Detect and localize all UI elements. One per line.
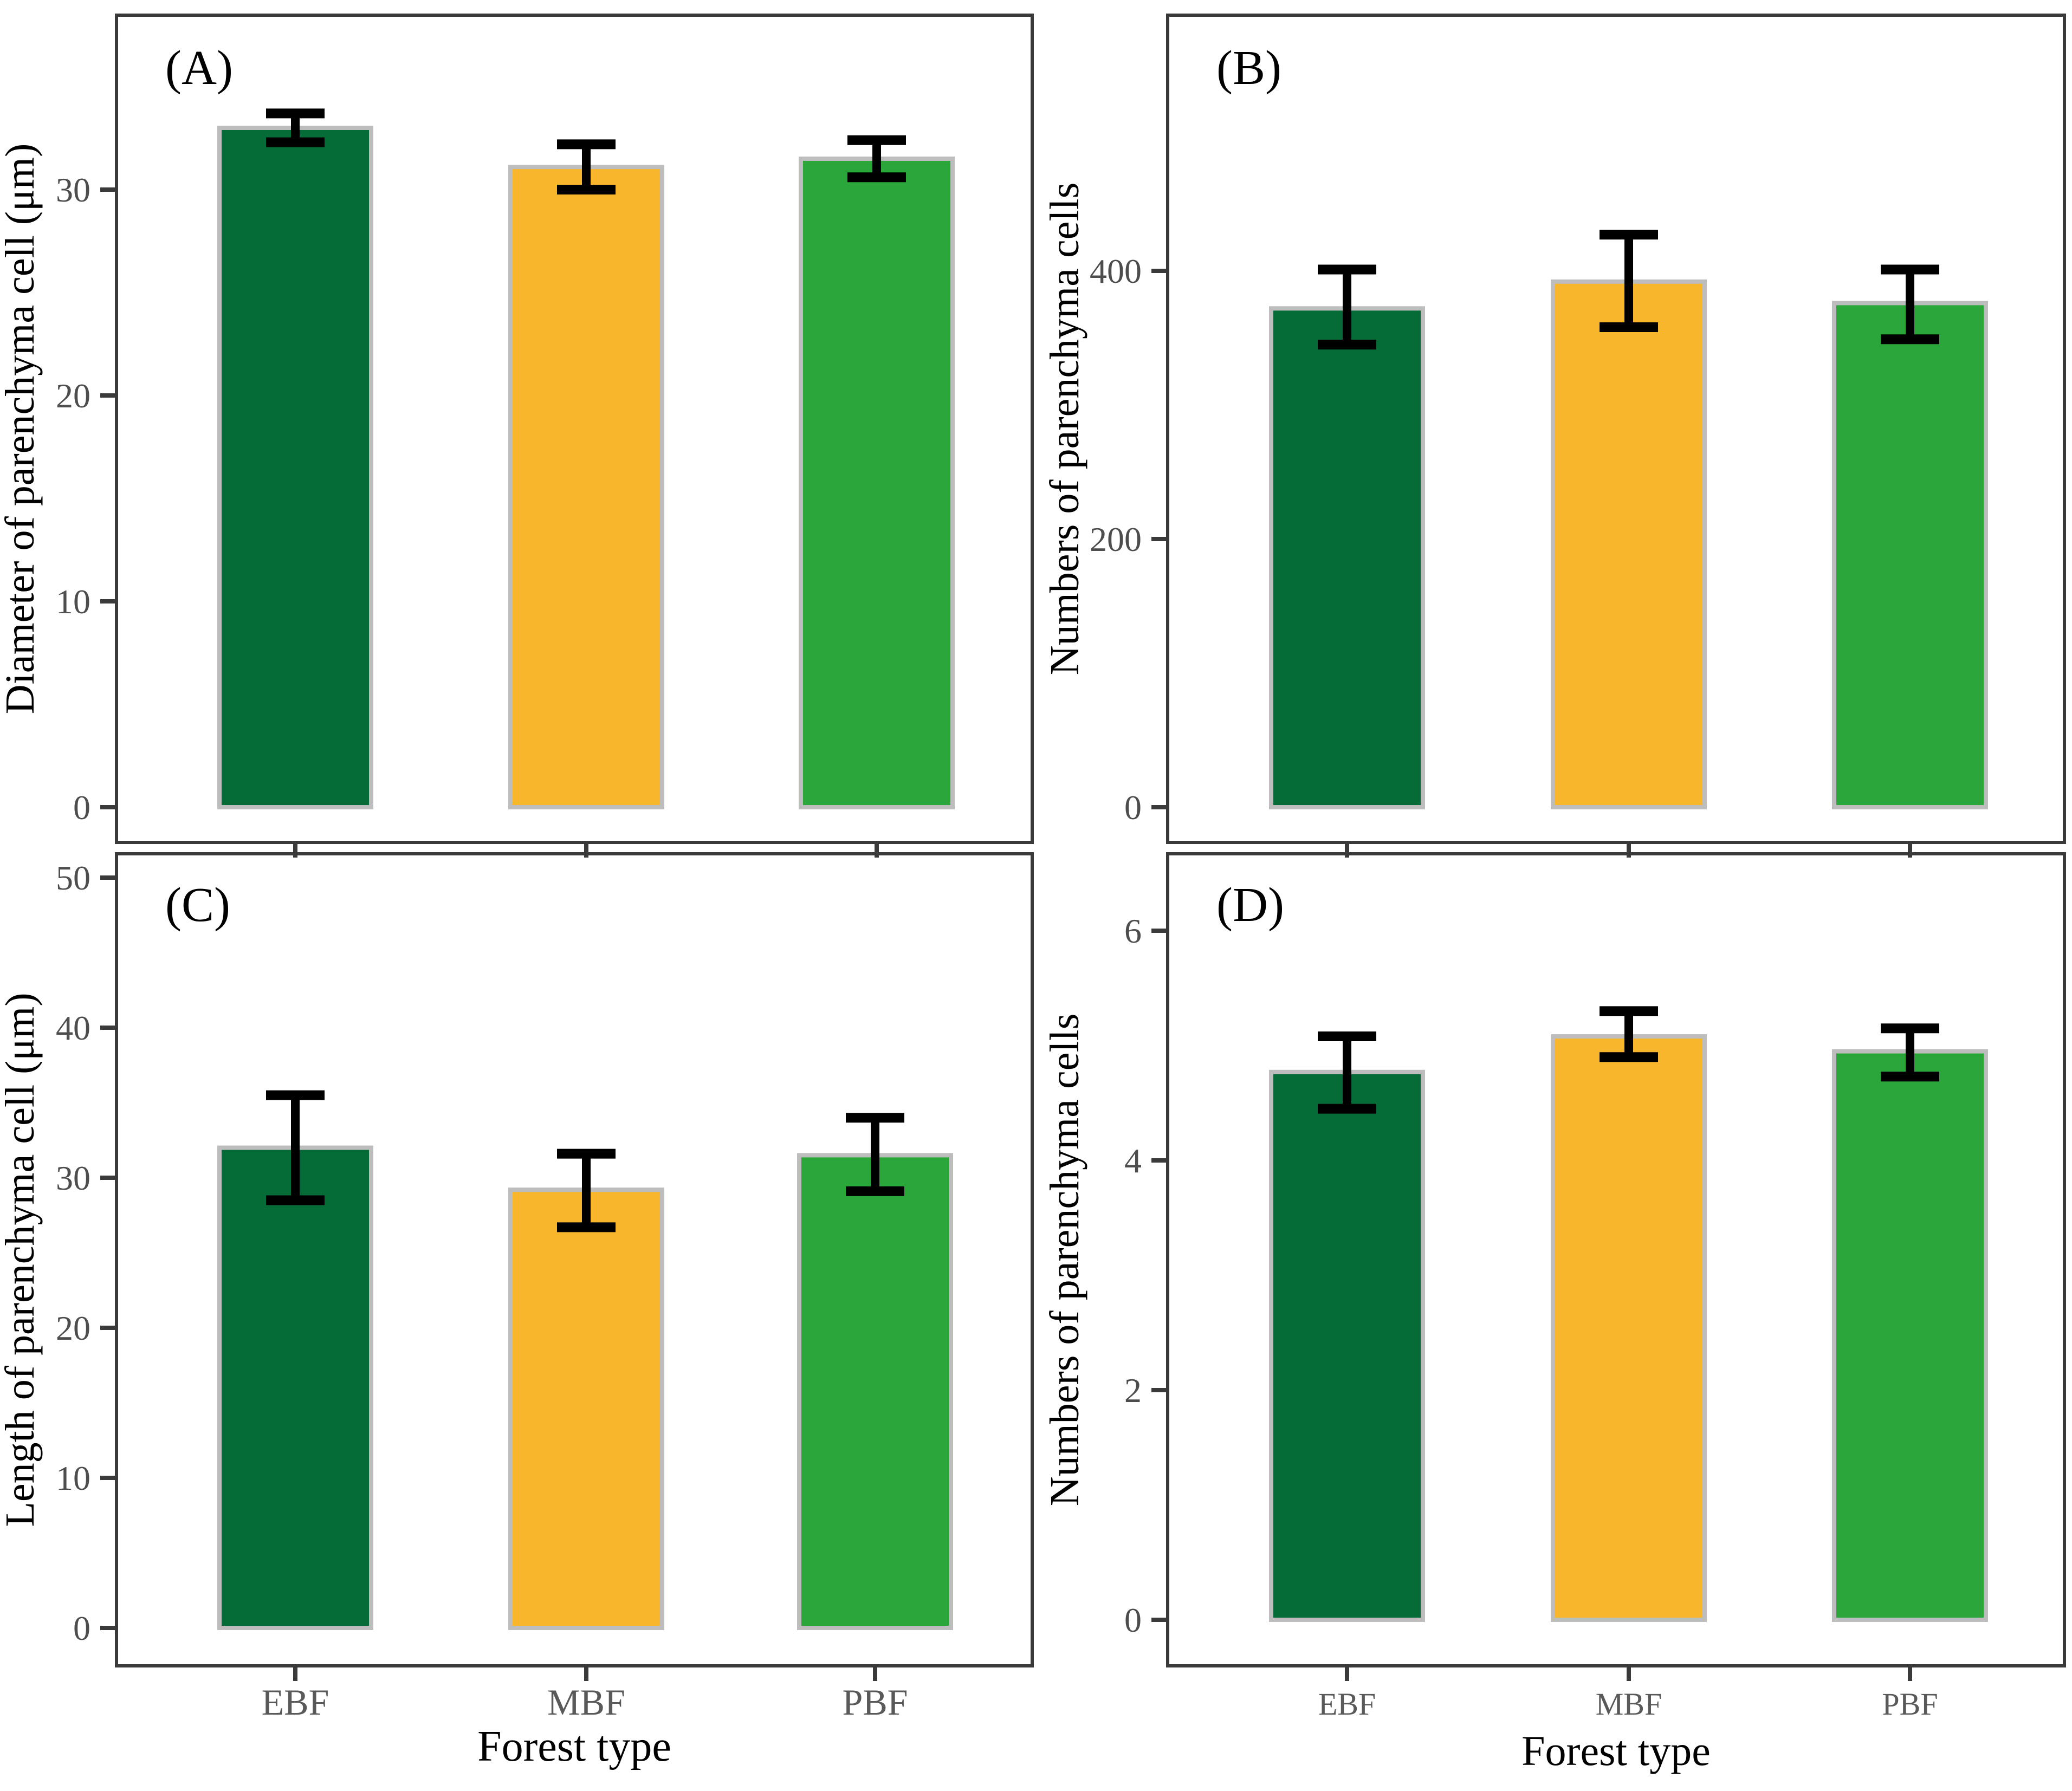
panel-a-bar-ebf: [217, 126, 373, 809]
panel-d-y-axis-title: Numbers of parenchyma cells: [1042, 1014, 1087, 1507]
panel-b-errorbar-mbf: [1600, 230, 1658, 332]
panel-a-ytick-label-30: 30: [56, 171, 90, 209]
panel-b-bar-mbf: [1551, 279, 1707, 809]
panel-c-ytick-label-0: 0: [73, 1609, 90, 1647]
panel-c-ytick-label-50: 50: [56, 859, 90, 897]
panel-c-xtick-label-ebf: EBF: [262, 1682, 329, 1723]
panel-c-ytick-label-10: 10: [56, 1459, 90, 1497]
panel-d-errorbar-mbf: [1600, 1006, 1658, 1062]
panel-c-x-axis-title: Forest type: [477, 1723, 671, 1770]
panel-d-x-axis-title: Forest type: [1521, 1727, 1711, 1774]
panel-c-errorbar-pbf: [846, 1113, 904, 1196]
panel-d-xtick-label-ebf: EBF: [1318, 1686, 1376, 1722]
panel-a-bar-pbf: [799, 157, 955, 809]
panel-b-y-axis-title: Numbers of parenchyma cells: [1042, 183, 1087, 676]
panel-c-ytick-label-20: 20: [56, 1309, 90, 1347]
panel-b-ytick-label-400: 400: [1090, 252, 1142, 290]
panel-c-xtick-label-pbf: PBF: [843, 1682, 908, 1723]
panel-b-bar-pbf: [1832, 301, 1988, 809]
panel-c-bar-mbf: [508, 1187, 664, 1630]
panel-c-bar-pbf: [797, 1153, 953, 1630]
panel-b-letter-label: (B): [1216, 41, 1281, 95]
panel-d-bar-ebf: [1269, 1069, 1425, 1622]
panel-d-ytick-label-0: 0: [1124, 1601, 1142, 1639]
panel-d-bar-mbf: [1551, 1034, 1707, 1622]
panel-b-bar-ebf: [1269, 306, 1425, 809]
panel-d-ytick-label-2: 2: [1124, 1371, 1142, 1410]
panel-d-xtick-label-mbf: MBF: [1596, 1686, 1662, 1722]
panel-b-frame: [1166, 14, 2066, 844]
panel-d-bar-pbf: [1832, 1049, 1988, 1622]
panel-a-ytick-label-10: 10: [56, 582, 90, 621]
panel-b-errorbar-ebf: [1318, 264, 1376, 350]
panel-c-xtick-label-mbf: MBF: [547, 1682, 625, 1723]
panel-c-frame: [115, 852, 1034, 1667]
panel-d-frame: [1166, 852, 2066, 1667]
panel-a-ytick-label-20: 20: [56, 377, 90, 415]
panel-a-y-axis-title: Diameter of parenchyma cell (μm): [0, 144, 43, 715]
panel-c-errorbar-mbf: [557, 1148, 616, 1232]
panel-a-errorbar-pbf: [847, 135, 906, 183]
panel-c-bar-ebf: [217, 1145, 373, 1631]
panel-d: 0 2 4 6 EBF MBF PBF Forest type Numbers of paren…: [1042, 852, 2066, 1774]
panel-c: 0 10 20 30 40 50 EBF MBF PBF Forest type Length of…: [0, 852, 1034, 1770]
panel-d-letter-label: (D): [1216, 878, 1284, 932]
panel-a-ytick-label-0: 0: [73, 788, 90, 827]
panel-a-errorbar-mbf: [557, 139, 616, 194]
panel-d-ytick-label-4: 4: [1124, 1141, 1142, 1180]
panel-b-errorbar-pbf: [1881, 264, 1939, 345]
panel-b-ytick-label-200: 200: [1090, 520, 1142, 559]
panel-c-y-axis-title: Length of parenchyma cell (μm): [0, 992, 43, 1527]
panel-a: 0 10 20 30 Diameter of parenchyma cell (μm) (…: [0, 14, 1034, 858]
panel-a-errorbar-ebf: [266, 108, 325, 147]
panel-d-xtick-label-pbf: PBF: [1882, 1686, 1938, 1722]
panel-c-ytick-label-40: 40: [56, 1009, 90, 1047]
panel-c-ytick-label-30: 30: [56, 1159, 90, 1197]
panel-c-letter-label: (C): [165, 878, 230, 932]
panel-d-errorbar-ebf: [1318, 1031, 1376, 1114]
panel-c-errorbar-ebf: [266, 1090, 325, 1205]
panel-a-frame: [115, 14, 1034, 844]
panel-d-ytick-label-6: 6: [1124, 912, 1142, 950]
panel-a-letter-label: (A): [165, 41, 233, 95]
panel-b-ytick-label-0: 0: [1124, 788, 1142, 827]
panel-d-errorbar-pbf: [1881, 1023, 1939, 1082]
panel-a-bar-mbf: [508, 165, 664, 810]
